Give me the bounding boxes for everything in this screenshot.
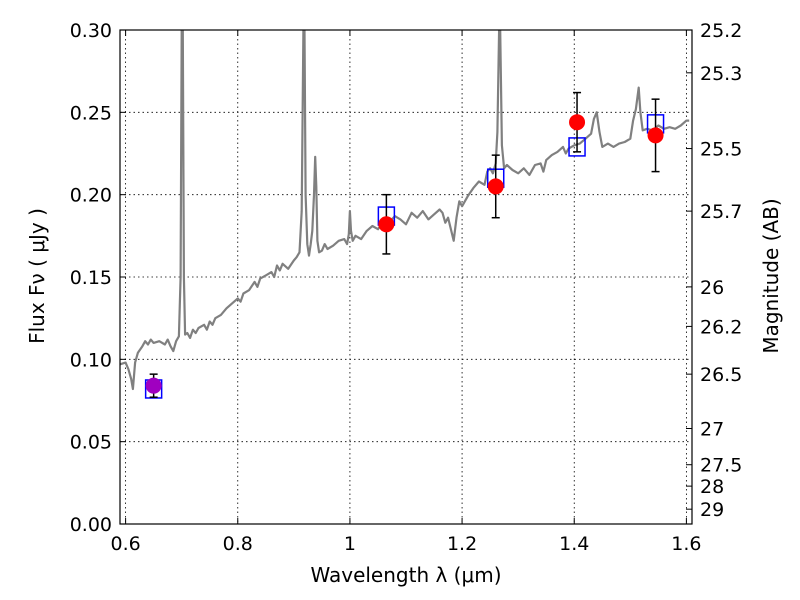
right-tick-label: 25.5 bbox=[700, 139, 742, 161]
right-tick-label: 27 bbox=[700, 418, 724, 440]
x-tick-label: 0.8 bbox=[223, 533, 253, 555]
model-spectrum-line bbox=[120, 30, 690, 391]
right-tick-label: 25.2 bbox=[700, 20, 742, 42]
right-tick-label: 26.2 bbox=[700, 316, 742, 338]
x-tick-label: 1.4 bbox=[559, 533, 589, 555]
y-tick-label: 0.30 bbox=[70, 20, 112, 42]
y-tick-label: 0.10 bbox=[70, 349, 112, 371]
y-tick-label: 0.25 bbox=[70, 102, 112, 124]
right-tick-label: 27.5 bbox=[700, 455, 742, 477]
y-tick-label: 0.05 bbox=[70, 432, 112, 454]
y-tick-label: 0.00 bbox=[70, 514, 112, 536]
observed-point bbox=[378, 216, 395, 233]
right-tick-label: 25.7 bbox=[700, 201, 742, 223]
right-tick-label: 25.3 bbox=[700, 63, 742, 85]
y-tick-label: 0.20 bbox=[70, 185, 112, 207]
y-tick-labels: 0.00 0.05 0.10 0.15 0.20 0.25 0.30 bbox=[70, 20, 112, 536]
right-tick-label: 29 bbox=[700, 499, 724, 521]
right-tick-label: 26 bbox=[700, 277, 724, 299]
right-tick-label: 26.5 bbox=[700, 364, 742, 386]
x-tick-label: 1.2 bbox=[447, 533, 477, 555]
x-tick-label: 1 bbox=[344, 533, 356, 555]
model-band-squares bbox=[144, 114, 665, 399]
right-tick-label: 28 bbox=[700, 476, 724, 498]
x-tick-label: 1.6 bbox=[671, 533, 701, 555]
x-tick-label: 0.6 bbox=[110, 533, 140, 555]
observed-point bbox=[145, 377, 162, 394]
axis-ticks bbox=[120, 29, 692, 525]
observed-points bbox=[145, 91, 664, 398]
y-axis-label: Flux Fν ( μJy ) bbox=[25, 208, 49, 344]
x-tick-labels: 0.6 0.8 1 1.2 1.4 1.6 bbox=[110, 533, 701, 555]
x-axis-label: Wavelength λ (μm) bbox=[310, 563, 501, 587]
observed-point bbox=[647, 127, 664, 144]
observed-point bbox=[569, 114, 586, 131]
y-tick-label: 0.15 bbox=[70, 267, 112, 289]
observed-point bbox=[487, 178, 504, 195]
spectrum-path bbox=[120, 30, 690, 391]
grid-lines bbox=[120, 29, 692, 525]
right-axis-label: Magnitude (AB) bbox=[759, 198, 783, 353]
